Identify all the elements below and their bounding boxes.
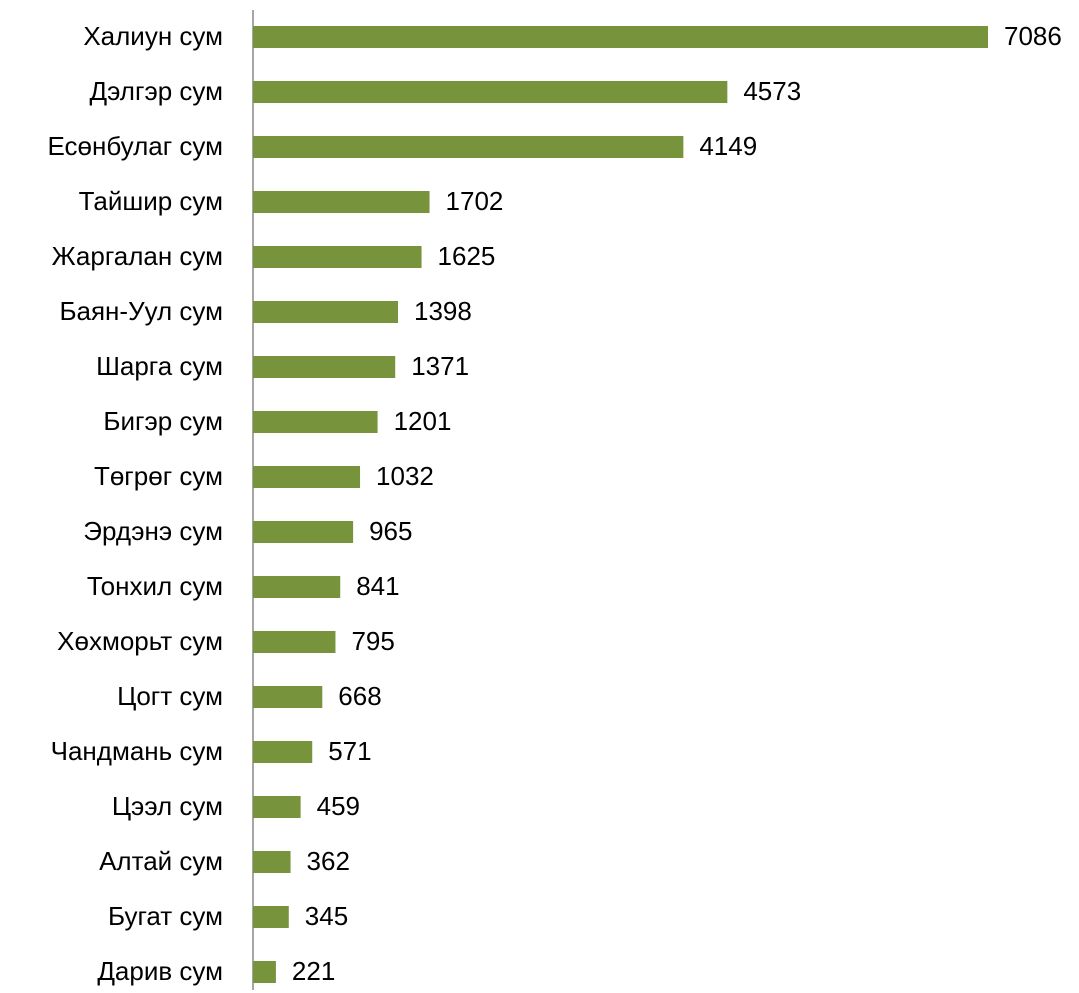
y-tick-label: Алтай сум <box>99 846 223 876</box>
bar <box>253 26 988 48</box>
data-label: 795 <box>351 626 394 656</box>
y-tick-label: Бигэр сум <box>103 406 223 436</box>
bar <box>253 906 289 928</box>
data-label: 1032 <box>376 461 434 491</box>
y-tick-label: Төгрөг сум <box>94 461 223 491</box>
bar <box>253 576 341 598</box>
y-tick-label: Дэлгэр сум <box>90 76 224 106</box>
y-tick-label: Эрдэнэ сум <box>83 516 223 546</box>
data-label: 221 <box>292 956 335 986</box>
data-label: 459 <box>317 791 360 821</box>
bar <box>253 246 422 268</box>
data-label: 4573 <box>743 76 801 106</box>
data-label: 345 <box>305 901 348 931</box>
data-label: 841 <box>356 571 399 601</box>
y-tick-label: Цогт сум <box>117 681 223 711</box>
bar <box>253 411 378 433</box>
bar <box>253 81 728 103</box>
y-tick-label: Чандмань сум <box>51 736 223 766</box>
data-label: 4149 <box>699 131 757 161</box>
data-label: 1398 <box>414 296 472 326</box>
data-label: 1371 <box>411 351 469 381</box>
bar <box>253 191 430 213</box>
y-tick-label: Хөхморьт сум <box>57 626 223 656</box>
y-tick-label: Баян-Уул сум <box>59 296 223 326</box>
y-tick-label: Халиун сум <box>83 21 223 51</box>
y-tick-label: Жаргалан сум <box>52 241 223 271</box>
y-tick-label: Тонхил сум <box>87 571 223 601</box>
bar <box>253 301 399 323</box>
data-label: 1702 <box>446 186 504 216</box>
data-label: 362 <box>307 846 350 876</box>
data-label: 965 <box>369 516 412 546</box>
y-tick-label: Цээл сум <box>112 791 223 821</box>
y-tick-label: Дарив сум <box>97 956 223 986</box>
bar <box>253 631 336 653</box>
bar <box>253 961 276 983</box>
bar <box>253 741 313 763</box>
bar <box>253 686 323 708</box>
y-tick-label: Есөнбулаг сум <box>47 131 223 161</box>
bar <box>253 796 301 818</box>
data-label: 1625 <box>438 241 496 271</box>
bar <box>253 521 354 543</box>
y-tick-label: Шарга сум <box>96 351 223 381</box>
bar <box>253 851 291 873</box>
y-tick-label: Тайшир сум <box>79 186 223 216</box>
bar <box>253 356 396 378</box>
y-tick-label: Бугат сум <box>108 901 223 931</box>
data-label: 668 <box>338 681 381 711</box>
data-label: 1201 <box>394 406 452 436</box>
bar <box>253 466 361 488</box>
bar <box>253 136 684 158</box>
data-label: 571 <box>328 736 371 766</box>
data-label: 7086 <box>1004 21 1062 51</box>
